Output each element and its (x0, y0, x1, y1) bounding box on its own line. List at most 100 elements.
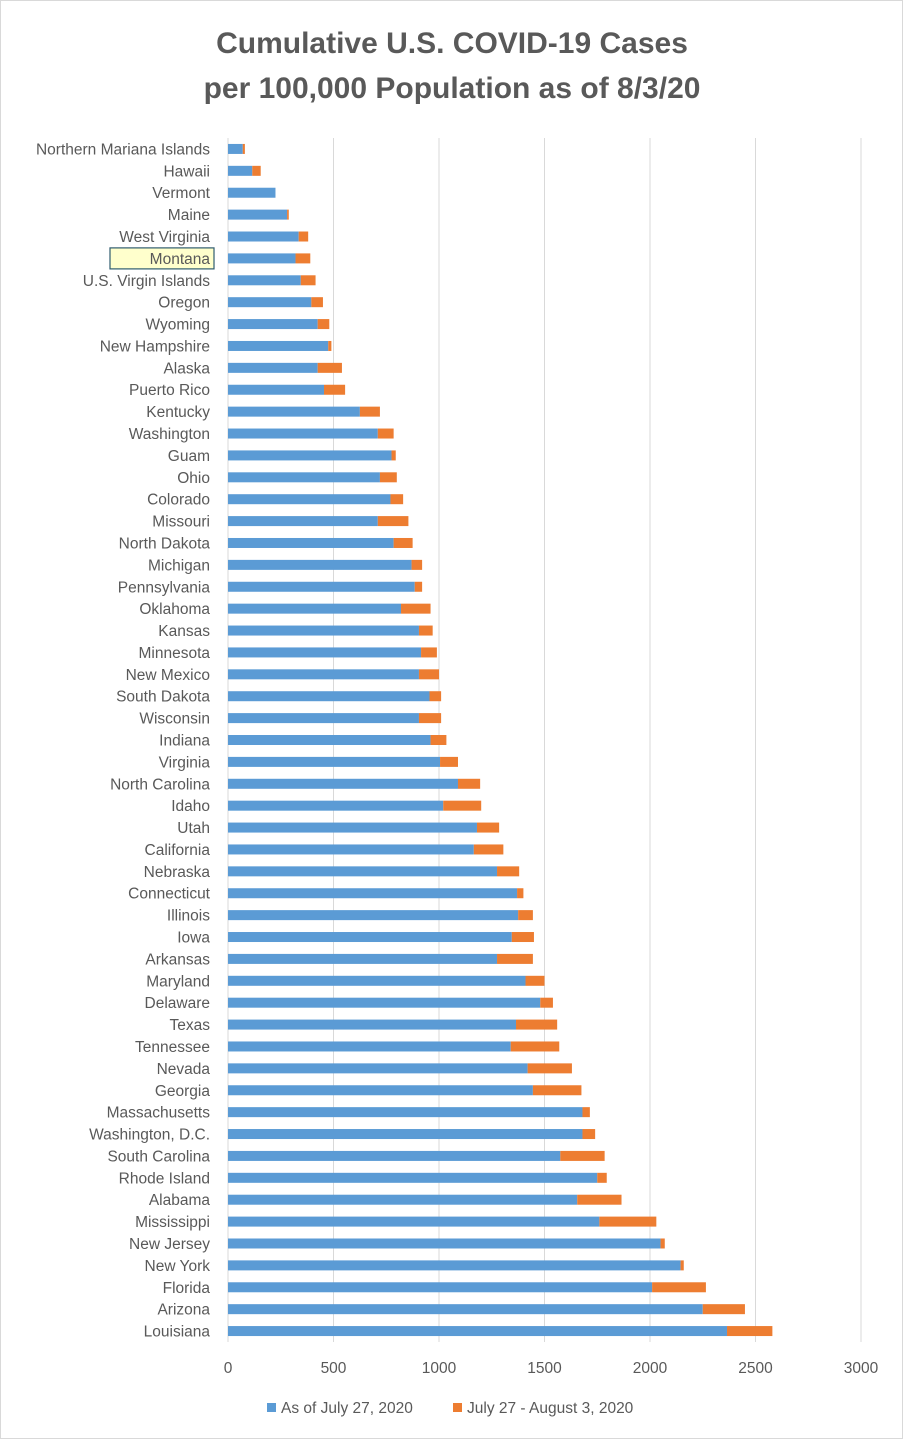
x-tick-label-500: 500 (321, 1360, 347, 1377)
bar-texas-series-2 (516, 1019, 558, 1030)
category-label-kansas: Kansas (158, 623, 210, 640)
bar-iowa-series-1 (228, 932, 512, 943)
bar-texas-series-1 (228, 1019, 517, 1030)
bar-iowa-series-2 (511, 932, 534, 943)
bar-georgia-series-2 (532, 1085, 582, 1096)
bar-utah-series-2 (476, 822, 500, 833)
category-label-new-hampshire: New Hampshire (100, 338, 210, 355)
bar-maine-series-1 (228, 209, 288, 220)
bar-kentucky-series-2 (359, 406, 380, 417)
bar-oregon-series-1 (228, 297, 312, 308)
bar-florida-series-2 (652, 1282, 706, 1293)
legend-label-july-27-august-3: July 27 - August 3, 2020 (467, 1400, 634, 1417)
category-label-vermont: Vermont (152, 185, 210, 202)
bar-ohio-series-1 (228, 472, 380, 483)
bar-arizona-series-1 (228, 1304, 703, 1315)
bar-nebraska-series-2 (497, 866, 520, 877)
bar-arizona-series-2 (702, 1304, 745, 1315)
category-label-washington-d-c: Washington, D.C. (89, 1127, 210, 1144)
bar-rhode-island-series-1 (228, 1172, 598, 1183)
bar-arkansas-series-1 (228, 953, 498, 964)
category-label-washington: Washington (129, 426, 210, 443)
bar-pennsylvania-series-2 (414, 581, 423, 592)
bar-nevada-series-1 (228, 1063, 528, 1074)
bar-indiana-series-2 (430, 735, 447, 745)
bar-guam-series-1 (228, 450, 392, 461)
bar-colorado-series-1 (228, 494, 391, 505)
bar-tennessee-series-1 (228, 1041, 511, 1052)
category-label-virginia: Virginia (159, 754, 211, 771)
bar-colorado-series-2 (390, 494, 404, 505)
bar-west-virginia-series-1 (228, 231, 299, 242)
category-label-texas: Texas (170, 1017, 211, 1034)
category-label-new-mexico: New Mexico (126, 667, 210, 684)
bar-new-mexico-series-2 (418, 669, 439, 680)
category-label-georgia: Georgia (155, 1083, 211, 1100)
category-label-nebraska: Nebraska (144, 864, 211, 881)
legend: As of July 27, 2020 July 27 - August 3, … (267, 1400, 634, 1417)
bar-northern-mariana-islands-series-2 (242, 143, 245, 154)
category-label-idaho: Idaho (171, 798, 210, 815)
bar-indiana-series-1 (228, 735, 431, 745)
bar-wyoming-series-2 (317, 319, 330, 330)
category-label-south-dakota: South Dakota (116, 689, 210, 706)
chart-title-line-1: Cumulative U.S. COVID-19 Cases (216, 27, 688, 60)
category-label-massachusetts: Massachusetts (107, 1105, 211, 1122)
bar-new-hampshire-series-2 (328, 340, 332, 351)
category-label-puerto-rico: Puerto Rico (129, 382, 210, 399)
bar-oregon-series-2 (311, 297, 323, 308)
x-tick-labels: 0 500 1000 1500 2000 2500 3000 (224, 1360, 879, 1377)
bar-illinois-series-2 (518, 910, 533, 921)
category-label-north-dakota: North Dakota (119, 535, 211, 552)
category-label-alaska: Alaska (163, 360, 210, 377)
bar-oklahoma-series-1 (228, 603, 402, 614)
category-label-wisconsin: Wisconsin (139, 711, 210, 728)
category-label-oregon: Oregon (158, 295, 210, 312)
bar-washington-series-2 (377, 428, 394, 439)
bar-northern-mariana-islands-series-1 (228, 143, 243, 154)
bar-michigan-series-1 (228, 559, 412, 570)
category-label-pennsylvania: Pennsylvania (118, 579, 211, 596)
bar-maine-series-2 (287, 209, 289, 220)
bar-hawaii-series-1 (228, 165, 253, 176)
bar-u-s-virgin-islands-series-2 (300, 275, 316, 286)
bar-massachusetts-series-1 (228, 1107, 583, 1118)
category-label-new-york: New York (145, 1258, 211, 1275)
bar-idaho-series-1 (228, 800, 444, 811)
bar-washington-series-1 (228, 428, 378, 439)
bar-south-dakota-series-2 (429, 691, 442, 702)
bar-puerto-rico-series-1 (228, 384, 325, 395)
category-label-north-carolina: North Carolina (110, 776, 210, 793)
bar-washington-d-c-series-2 (582, 1129, 596, 1140)
bar-michigan-series-2 (411, 559, 423, 570)
bar-montana-series-2 (295, 253, 311, 264)
category-label-california: California (145, 842, 211, 859)
category-label-alabama: Alabama (149, 1192, 211, 1209)
bar-rhode-island-series-2 (597, 1172, 607, 1183)
bar-north-carolina-series-1 (228, 778, 458, 789)
bar-minnesota-series-1 (228, 647, 422, 658)
bar-mississippi-series-2 (599, 1216, 657, 1227)
bar-new-mexico-series-1 (228, 669, 419, 680)
bar-oklahoma-series-2 (401, 603, 431, 614)
bar-washington-d-c-series-1 (228, 1129, 583, 1140)
bar-california-series-2 (473, 844, 504, 855)
bar-wyoming-series-1 (228, 319, 318, 330)
category-label-nevada: Nevada (157, 1061, 211, 1078)
bar-virginia-series-2 (440, 756, 458, 767)
bar-virginia-series-1 (228, 756, 441, 767)
legend-swatch-july-27-august-3 (453, 1403, 462, 1412)
bar-maryland-series-2 (525, 975, 545, 986)
bar-connecticut-series-1 (228, 888, 518, 899)
category-label-mississippi: Mississippi (135, 1214, 210, 1231)
bar-california-series-1 (228, 844, 474, 855)
x-tick-label-2500: 2500 (738, 1360, 773, 1377)
bar-hawaii-series-2 (252, 165, 261, 176)
bar-guam-series-2 (391, 450, 396, 461)
bar-kansas-series-2 (418, 625, 433, 636)
category-labels: Northern Mariana Islands Hawaii Vermont Mai… (36, 141, 215, 1341)
bar-louisiana-series-1 (228, 1326, 728, 1337)
bar-new-jersey-series-1 (228, 1238, 661, 1249)
